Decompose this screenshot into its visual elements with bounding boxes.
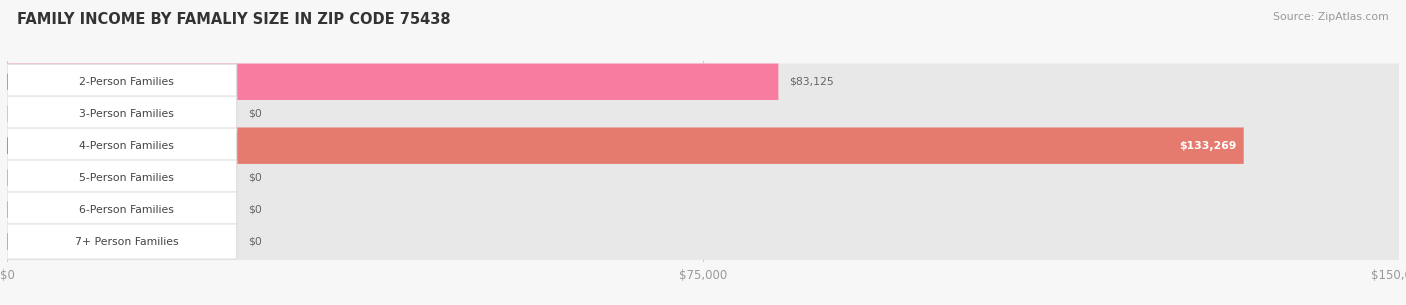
Text: $0: $0 — [247, 173, 262, 183]
FancyBboxPatch shape — [7, 63, 1399, 100]
FancyBboxPatch shape — [7, 224, 236, 259]
FancyBboxPatch shape — [7, 195, 1399, 224]
FancyBboxPatch shape — [7, 64, 236, 99]
FancyBboxPatch shape — [7, 160, 1399, 196]
FancyBboxPatch shape — [7, 127, 1244, 164]
Text: $0: $0 — [247, 205, 262, 215]
Text: 6-Person Families: 6-Person Families — [79, 205, 174, 215]
FancyBboxPatch shape — [7, 131, 1399, 160]
FancyBboxPatch shape — [7, 127, 1399, 164]
Text: $0: $0 — [247, 237, 262, 246]
Text: $83,125: $83,125 — [790, 77, 834, 87]
FancyBboxPatch shape — [7, 223, 1399, 260]
FancyBboxPatch shape — [7, 163, 1399, 192]
Text: $0: $0 — [247, 109, 262, 119]
Text: 7+ Person Families: 7+ Person Families — [75, 237, 179, 246]
Text: Source: ZipAtlas.com: Source: ZipAtlas.com — [1274, 12, 1389, 22]
FancyBboxPatch shape — [7, 191, 1399, 228]
FancyBboxPatch shape — [7, 227, 1399, 256]
FancyBboxPatch shape — [7, 128, 236, 163]
FancyBboxPatch shape — [7, 67, 1399, 96]
Text: FAMILY INCOME BY FAMALIY SIZE IN ZIP CODE 75438: FAMILY INCOME BY FAMALIY SIZE IN ZIP COD… — [17, 12, 450, 27]
Text: $133,269: $133,269 — [1180, 141, 1237, 151]
Text: 4-Person Families: 4-Person Families — [79, 141, 174, 151]
FancyBboxPatch shape — [7, 95, 1399, 132]
Text: 5-Person Families: 5-Person Families — [79, 173, 174, 183]
FancyBboxPatch shape — [7, 192, 236, 227]
FancyBboxPatch shape — [7, 160, 236, 195]
FancyBboxPatch shape — [7, 96, 236, 131]
FancyBboxPatch shape — [7, 63, 779, 100]
FancyBboxPatch shape — [7, 99, 1399, 128]
Text: 3-Person Families: 3-Person Families — [79, 109, 174, 119]
Text: 2-Person Families: 2-Person Families — [79, 77, 174, 87]
